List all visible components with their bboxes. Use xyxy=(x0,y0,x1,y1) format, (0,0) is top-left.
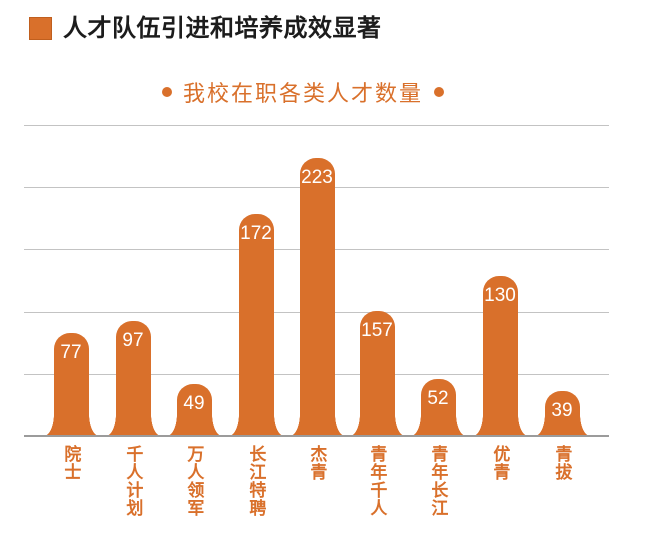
bar-value-label: 157 xyxy=(361,320,393,341)
bar-value-label: 49 xyxy=(183,393,205,414)
gridline xyxy=(24,125,609,126)
bar-value-label: 130 xyxy=(484,285,516,306)
x-axis-label: 长江特聘 xyxy=(246,445,266,517)
bar: 49 xyxy=(166,384,222,436)
bar-value-label: 97 xyxy=(122,330,144,351)
x-axis-label: 青年长江 xyxy=(428,445,448,517)
subtitle-left-dot-icon xyxy=(161,87,172,97)
x-axis-label: 青年千人 xyxy=(367,445,387,517)
bar: 52 xyxy=(410,379,466,436)
x-axis-label: 杰青 xyxy=(307,445,327,481)
chart-title: 我校在职各类人才数量 xyxy=(182,81,423,106)
bar-value-label: 39 xyxy=(551,400,573,421)
bar: 172 xyxy=(228,214,284,436)
x-axis-label: 院士 xyxy=(61,445,81,481)
bar: 223 xyxy=(289,158,345,436)
bar: 130 xyxy=(472,276,528,436)
bar-value-label: 52 xyxy=(427,388,449,409)
x-axis-label: 万人领军 xyxy=(184,445,204,517)
slide-title-row: 人才队伍引进和培养成效显著 xyxy=(29,15,382,43)
page-title: 人才队伍引进和培养成效显著 xyxy=(63,15,382,42)
x-axis-label: 优青 xyxy=(490,445,510,481)
subtitle-right-dot-icon xyxy=(434,87,444,97)
chart-title-row: 我校在职各类人才数量 xyxy=(0,76,606,108)
bar-value-label: 223 xyxy=(301,167,333,188)
x-axis-label: 千人计划 xyxy=(123,445,143,517)
x-axis-label: 青拔 xyxy=(552,445,572,481)
bar-value-label: 172 xyxy=(240,223,272,244)
bar: 39 xyxy=(534,391,590,436)
title-bullet-square-icon xyxy=(29,17,52,41)
bar-value-label: 77 xyxy=(60,342,82,363)
bar: 157 xyxy=(349,311,405,436)
bar: 77 xyxy=(43,333,99,436)
bar: 97 xyxy=(105,321,161,436)
axis-baseline xyxy=(24,435,609,437)
